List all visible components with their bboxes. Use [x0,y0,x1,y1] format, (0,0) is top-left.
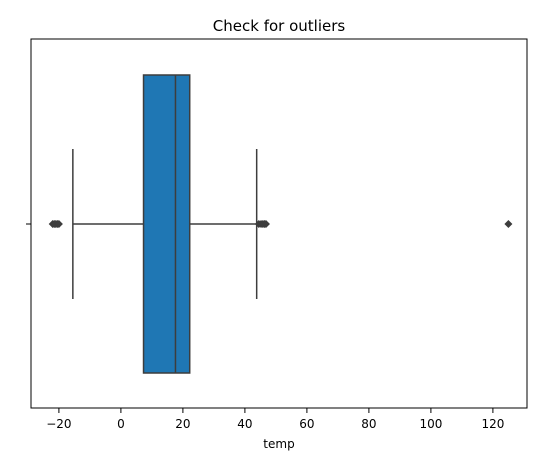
x-tick-label: 100 [419,417,442,431]
x-tick-label: 20 [175,417,190,431]
x-tick-label: 60 [299,417,314,431]
x-axis-label: temp [263,437,294,451]
plot-area [48,74,513,374]
x-tick-label: −20 [46,417,71,431]
outlier-point [261,220,270,228]
x-tick-label: 120 [481,417,504,431]
chart-title: Check for outliers [213,17,346,35]
outlier-point [54,220,63,228]
x-axis: −20 0 20 40 60 80 100 120 [46,408,504,431]
x-tick-label: 80 [361,417,376,431]
x-tick-label: 40 [237,417,252,431]
x-tick-label: 0 [117,417,125,431]
outlier-point [504,220,513,228]
iqr-box [142,74,191,374]
